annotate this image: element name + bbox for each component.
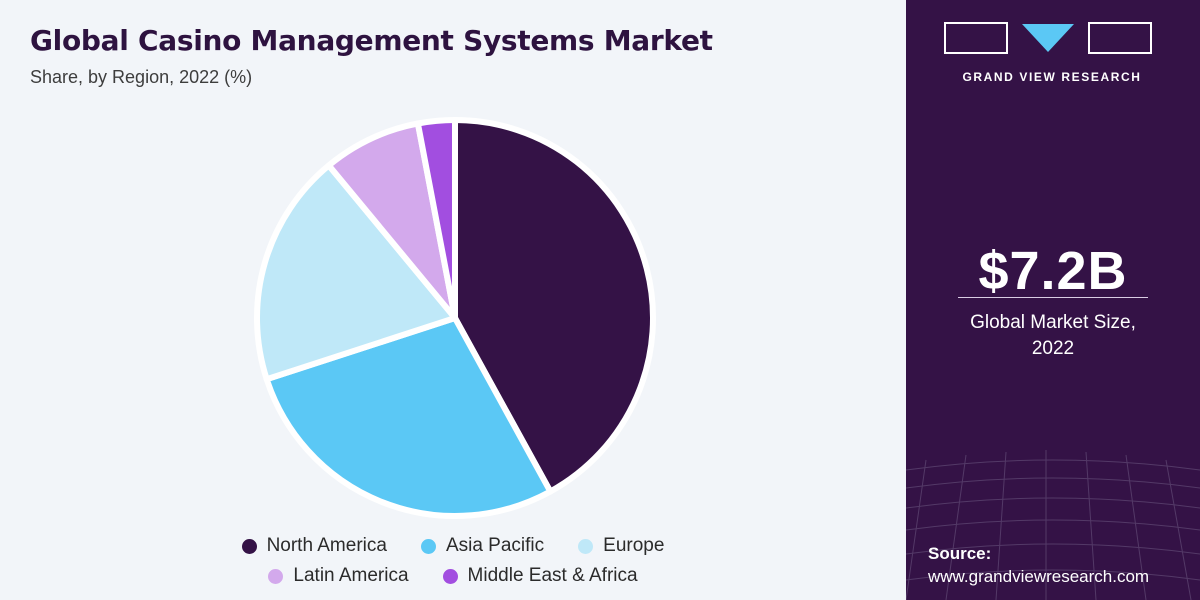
legend-swatch [578, 538, 594, 554]
legend-item-latin-america: Latin America [268, 565, 409, 587]
market-size-label: Global Market Size, 2022 [906, 310, 1200, 362]
legend-label: North America [266, 535, 387, 556]
legend-swatch [442, 568, 458, 584]
market-size-value: $7.2B [978, 241, 1128, 301]
logo-box-right [1088, 22, 1152, 54]
legend-label: Europe [603, 535, 665, 556]
legend-swatch [241, 538, 257, 554]
legend-item-middle-east-africa: Middle East & Africa [442, 565, 638, 587]
legend-item-asia-pacific: Asia Pacific [420, 535, 545, 557]
pie-slice-north-america [452, 117, 656, 495]
legend-item-europe: Europe [578, 535, 664, 557]
grid-background-decoration [906, 450, 1200, 600]
pie-slice-europe [254, 162, 458, 383]
brand-name: GRAND VIEW RESEARCH [962, 70, 1142, 84]
summary-sidebar: GRAND VIEW RESEARCH $7.2B Global Market … [906, 0, 1200, 600]
pie-slice-middle-east-africa [414, 117, 458, 321]
legend-swatch [420, 538, 436, 554]
pie-slice-asia-pacific [263, 315, 554, 519]
legend-label: Middle East & Africa [467, 565, 638, 586]
source-url: www.grandviewresearch.com [928, 567, 1150, 586]
divider [958, 297, 1148, 298]
brand-logo: GRAND VIEW RESEARCH [944, 22, 1160, 84]
market-size-label-line2: 2022 [1031, 338, 1075, 359]
legend-row-2: Latin America Middle East & Africa [0, 565, 906, 587]
legend-label: Latin America [293, 565, 409, 586]
chart-panel: Global Casino Management Systems Market … [0, 24, 906, 587]
legend-label: Asia Pacific [445, 535, 545, 556]
source-label: Source: [928, 544, 992, 563]
logo-marks [944, 22, 1160, 56]
chart-subtitle: Share, by Region, 2022 (%) [30, 67, 253, 87]
legend-row-1: North America Asia Pacific Europe [0, 535, 906, 557]
legend-item-north-america: North America [241, 535, 387, 557]
market-size-label-line1: Global Market Size, [970, 312, 1136, 333]
chart-title: Global Casino Management Systems Market [30, 24, 713, 57]
logo-box-left [944, 22, 1008, 54]
pie-chart [254, 117, 656, 519]
logo-triangle-icon [1022, 24, 1074, 52]
legend-swatch [268, 568, 284, 584]
